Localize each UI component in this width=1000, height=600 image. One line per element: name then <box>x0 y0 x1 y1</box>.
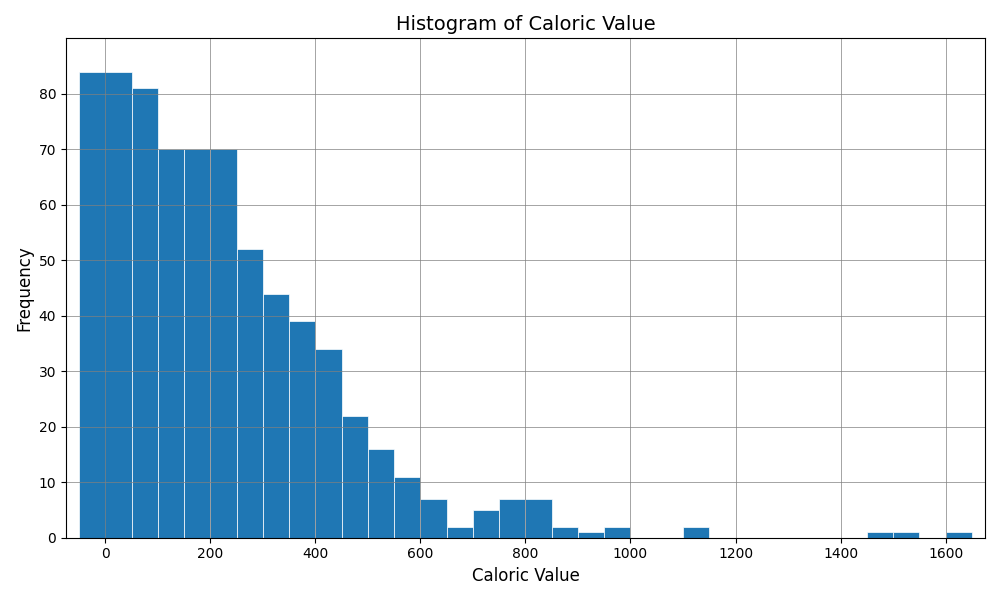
Bar <box>893 532 919 538</box>
Bar <box>604 527 630 538</box>
Bar <box>578 532 604 538</box>
Bar <box>210 149 237 538</box>
X-axis label: Caloric Value: Caloric Value <box>472 567 579 585</box>
Bar <box>342 416 368 538</box>
Bar <box>420 499 447 538</box>
Bar <box>158 149 184 538</box>
Bar <box>473 510 499 538</box>
Y-axis label: Frequency: Frequency <box>15 245 33 331</box>
Bar <box>525 499 552 538</box>
Bar <box>289 322 315 538</box>
Bar <box>867 532 893 538</box>
Title: Histogram of Caloric Value: Histogram of Caloric Value <box>396 15 655 34</box>
Bar <box>394 476 420 538</box>
Bar <box>946 532 972 538</box>
Bar <box>368 449 394 538</box>
Bar <box>315 349 342 538</box>
Bar <box>683 527 709 538</box>
Bar <box>552 527 578 538</box>
Bar <box>184 149 210 538</box>
Bar <box>237 249 263 538</box>
Bar <box>263 293 289 538</box>
Bar <box>79 71 132 538</box>
Bar <box>447 527 473 538</box>
Bar <box>499 499 525 538</box>
Bar <box>132 88 158 538</box>
